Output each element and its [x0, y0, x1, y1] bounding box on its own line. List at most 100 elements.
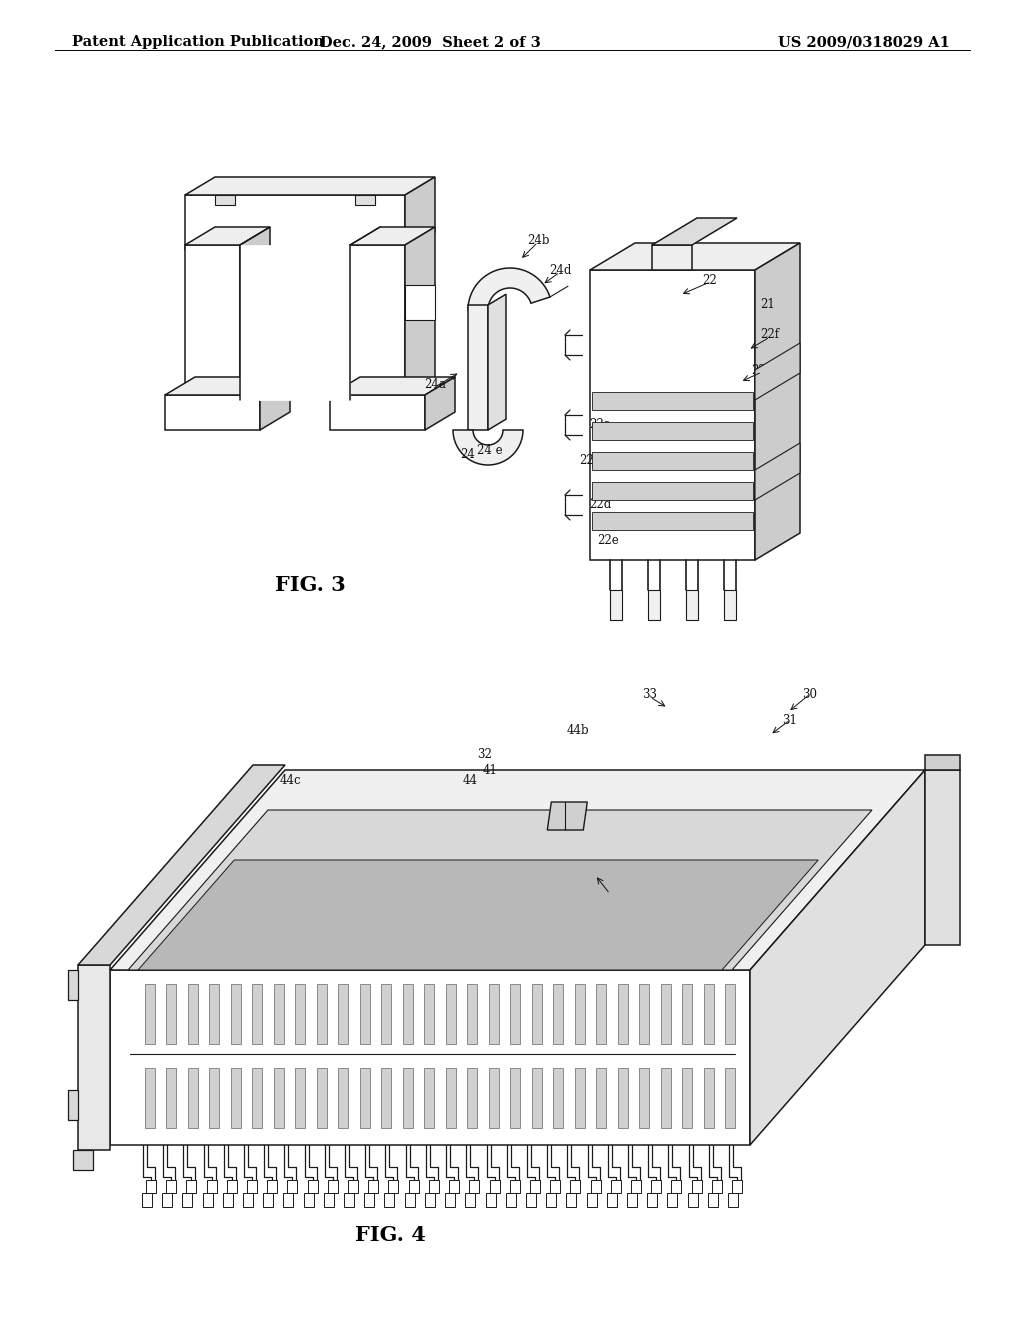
Polygon shape — [166, 1180, 176, 1193]
Polygon shape — [526, 1193, 536, 1206]
Polygon shape — [68, 1090, 78, 1119]
Polygon shape — [138, 861, 818, 970]
Text: 44b: 44b — [566, 723, 590, 737]
Polygon shape — [304, 1193, 313, 1206]
Polygon shape — [489, 1180, 500, 1193]
Polygon shape — [925, 770, 961, 945]
Polygon shape — [252, 983, 262, 1044]
Polygon shape — [73, 1150, 93, 1170]
Polygon shape — [506, 1193, 516, 1206]
Polygon shape — [182, 1193, 193, 1206]
Polygon shape — [324, 1193, 334, 1206]
Text: 24b: 24b — [526, 234, 549, 247]
Text: 24: 24 — [461, 449, 475, 462]
Polygon shape — [284, 1193, 294, 1206]
Polygon shape — [388, 1180, 398, 1193]
Polygon shape — [288, 1180, 297, 1193]
Text: 41: 41 — [482, 763, 498, 776]
Polygon shape — [185, 177, 435, 195]
Polygon shape — [445, 1068, 456, 1127]
Polygon shape — [725, 983, 735, 1044]
Polygon shape — [468, 305, 488, 430]
Polygon shape — [682, 1068, 692, 1127]
Text: 44c: 44c — [280, 774, 301, 787]
Polygon shape — [592, 512, 753, 531]
Polygon shape — [402, 1068, 413, 1127]
Polygon shape — [359, 983, 370, 1044]
Polygon shape — [344, 1193, 354, 1206]
Polygon shape — [652, 246, 692, 271]
Text: 21: 21 — [761, 298, 775, 312]
Polygon shape — [316, 1068, 327, 1127]
Polygon shape — [925, 755, 961, 770]
Polygon shape — [488, 294, 506, 430]
Polygon shape — [404, 1193, 415, 1206]
Polygon shape — [247, 1180, 257, 1193]
Polygon shape — [425, 1193, 435, 1206]
Polygon shape — [162, 1193, 172, 1206]
Polygon shape — [185, 195, 406, 249]
Polygon shape — [530, 1180, 540, 1193]
Polygon shape — [703, 983, 714, 1044]
Text: 22b: 22b — [579, 454, 601, 466]
Polygon shape — [409, 1180, 419, 1193]
Polygon shape — [330, 395, 425, 430]
Polygon shape — [167, 983, 176, 1044]
Polygon shape — [445, 983, 456, 1044]
Polygon shape — [165, 378, 290, 395]
Polygon shape — [445, 1193, 455, 1206]
Text: 22c: 22c — [752, 363, 773, 376]
Text: 22a: 22a — [589, 418, 611, 432]
Polygon shape — [210, 1068, 219, 1127]
Polygon shape — [381, 983, 391, 1044]
Polygon shape — [273, 983, 284, 1044]
Polygon shape — [510, 1068, 520, 1127]
Polygon shape — [207, 1180, 217, 1193]
Text: 24d: 24d — [549, 264, 571, 276]
Polygon shape — [240, 246, 350, 400]
Polygon shape — [607, 1193, 616, 1206]
Polygon shape — [510, 1180, 520, 1193]
Polygon shape — [592, 482, 753, 500]
Polygon shape — [267, 1180, 278, 1193]
Polygon shape — [355, 195, 375, 205]
Polygon shape — [369, 1180, 378, 1193]
Polygon shape — [78, 965, 110, 1150]
Polygon shape — [627, 1193, 637, 1206]
Polygon shape — [617, 1068, 628, 1127]
Polygon shape — [381, 1068, 391, 1127]
Polygon shape — [185, 246, 240, 400]
Polygon shape — [78, 766, 285, 965]
Polygon shape — [145, 1068, 155, 1127]
Polygon shape — [468, 268, 550, 310]
Polygon shape — [725, 1068, 735, 1127]
Polygon shape — [429, 1180, 439, 1193]
Polygon shape — [231, 1068, 241, 1127]
Polygon shape — [648, 590, 660, 620]
Polygon shape — [359, 1068, 370, 1127]
Text: Dec. 24, 2009  Sheet 2 of 3: Dec. 24, 2009 Sheet 2 of 3 — [319, 36, 541, 49]
Polygon shape — [338, 1068, 348, 1127]
Polygon shape — [145, 983, 155, 1044]
Polygon shape — [570, 1180, 581, 1193]
Text: FIG. 4: FIG. 4 — [354, 1225, 425, 1245]
Text: 22f: 22f — [761, 329, 779, 342]
Polygon shape — [330, 378, 455, 395]
Polygon shape — [167, 1068, 176, 1127]
Polygon shape — [590, 243, 800, 271]
Polygon shape — [406, 177, 435, 249]
Polygon shape — [531, 983, 542, 1044]
Polygon shape — [316, 983, 327, 1044]
Polygon shape — [590, 271, 755, 560]
Polygon shape — [566, 1193, 577, 1206]
Polygon shape — [596, 983, 606, 1044]
Polygon shape — [110, 770, 925, 970]
Text: 22d: 22d — [589, 499, 611, 511]
Polygon shape — [660, 1068, 671, 1127]
Text: 32: 32 — [477, 748, 493, 762]
Polygon shape — [406, 227, 435, 400]
Polygon shape — [350, 246, 406, 400]
Polygon shape — [186, 1180, 197, 1193]
Polygon shape — [660, 983, 671, 1044]
Polygon shape — [617, 983, 628, 1044]
